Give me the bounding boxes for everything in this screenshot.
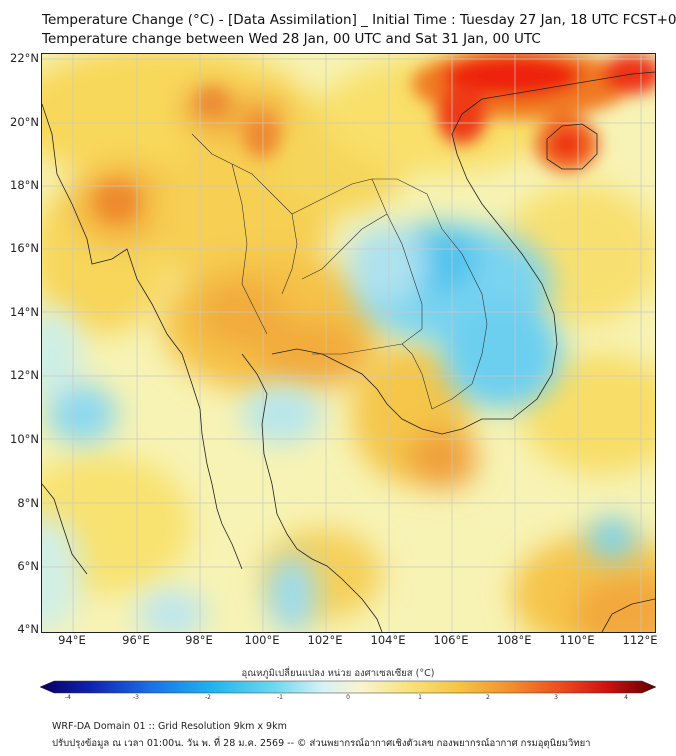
colorbar-tick: -1: [277, 694, 283, 701]
cool-field: [42, 224, 637, 632]
chart-title: Temperature Change (°C) - [Data Assimila…: [42, 12, 676, 28]
lat-label-6: 6°N: [17, 559, 39, 573]
colorbar-tick: -2: [205, 694, 211, 701]
coastlines: [42, 71, 655, 632]
colorbar-tick: -3: [133, 694, 139, 701]
colorbar-gradient: [40, 680, 656, 694]
colorbar-tick: 2: [486, 694, 490, 701]
lon-label-110: 110°E: [559, 633, 595, 647]
chart-subtitle: Temperature change between Wed 28 Jan, 0…: [42, 31, 541, 47]
lat-label-20: 20°N: [10, 115, 39, 129]
lat-label-12: 12°N: [10, 368, 39, 382]
lon-label-98: 98°E: [185, 633, 213, 647]
lat-label-22: 22°N: [10, 51, 39, 65]
lon-label-106: 106°E: [433, 633, 469, 647]
colorbar-tick: 3: [554, 694, 558, 701]
colorbar-tick: -4: [65, 694, 71, 701]
graticule: [42, 54, 655, 632]
map-canvas: [42, 54, 655, 632]
colorbar-tick: 4: [624, 694, 628, 701]
lon-label-100: 100°E: [244, 633, 280, 647]
lat-label-8: 8°N: [17, 496, 39, 510]
lat-label-14: 14°N: [10, 305, 39, 319]
temperature-change-map: [41, 53, 656, 633]
colorbar-tick: 1: [418, 694, 422, 701]
admin-borders: [191, 133, 488, 410]
colorbar: [40, 680, 656, 694]
footer-credit: ปรับปรุงข้อมูล ณ เวลา 01:00น. วัน พ. ที่…: [52, 738, 591, 749]
lon-label-104: 104°E: [370, 633, 406, 647]
lon-label-94: 94°E: [58, 633, 86, 647]
lat-label-10: 10°N: [10, 432, 39, 446]
lat-label-18: 18°N: [10, 178, 39, 192]
colorbar-title: อุณหภูมิเปลี่ยนแปลง หน่วย องศาเซลเซียส (…: [241, 668, 435, 679]
lon-label-108: 108°E: [496, 633, 532, 647]
lon-label-112: 112°E: [622, 633, 658, 647]
hot-spots: [95, 54, 655, 222]
lat-label-4: 4°N: [17, 622, 39, 636]
lat-label-16: 16°N: [10, 241, 39, 255]
lon-label-102: 102°E: [307, 633, 343, 647]
lon-label-96: 96°E: [122, 633, 150, 647]
colorbar-tick: 0: [346, 694, 350, 701]
footer-model-info: WRF-DA Domain 01 :: Grid Resolution 9km …: [52, 721, 287, 732]
